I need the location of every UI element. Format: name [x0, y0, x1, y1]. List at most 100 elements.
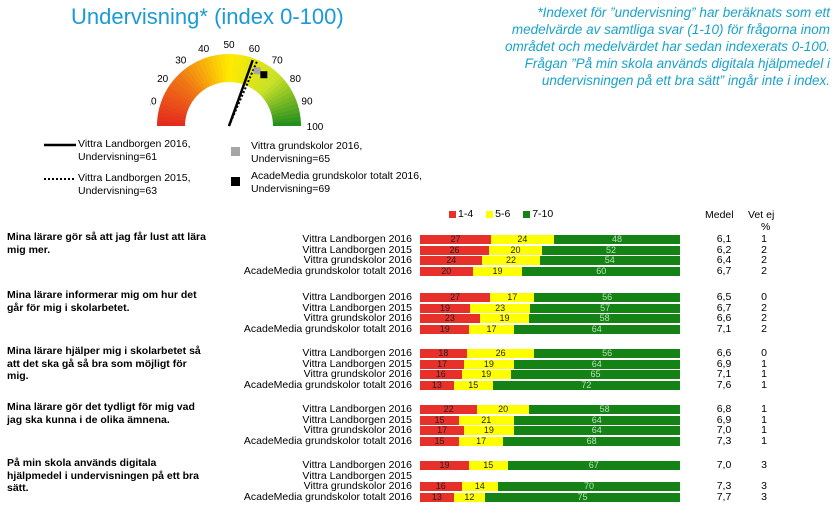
gauge-arc-segment	[224, 54, 230, 83]
medel-value: 7,0	[716, 424, 732, 436]
gauge-arc-segment	[239, 56, 252, 85]
bar-segment-7-10: 60	[522, 266, 680, 276]
medel-value: 7,3	[716, 434, 732, 447]
row-label: Vittra Landborgen 2016	[302, 459, 412, 471]
gauge-arc-segment	[262, 80, 288, 101]
bar-segment-5-6: 26	[466, 349, 535, 358]
medel-value: 6,1	[716, 233, 732, 245]
vetej-pct-header: %	[761, 221, 771, 233]
stacked-bar: 19 23 57	[420, 303, 680, 313]
vetej-value: 3	[761, 459, 767, 471]
solid-line-icon	[44, 143, 76, 147]
legend-5-6: 5-6	[486, 208, 510, 220]
gauge-arc-segment	[234, 54, 243, 83]
bar-segment-1-4: 17	[420, 426, 465, 435]
row-label: Vittra grundskolor 2016	[303, 480, 412, 492]
gauge-tick-label: 90	[301, 97, 313, 108]
legend-7-10: 7-10	[523, 208, 553, 220]
question-text: Mina lärare gör så att jag får lust att …	[7, 231, 206, 256]
gauge-arc-segment	[159, 103, 188, 116]
gauge-arc-segment	[254, 67, 276, 93]
bar-segment-7-10: 75	[485, 492, 680, 502]
gray-square-icon	[231, 147, 240, 156]
gauge-marker-academedia	[260, 71, 268, 79]
bar-segment-5-6: 20	[488, 245, 543, 255]
vetej-value: 3	[761, 490, 767, 503]
gauge-arc-segment	[158, 107, 187, 118]
gauge-arc-segment	[194, 60, 211, 88]
gauge-arc-segment	[183, 67, 204, 93]
gauge-needle-2016	[227, 59, 254, 127]
question-text: På min skola används digitala hjälpmedel…	[7, 457, 199, 494]
stacked-bar: 17 19 64	[420, 426, 680, 435]
medel-value: 6,9	[716, 413, 732, 426]
row-label: Vittra Landborgen 2015	[302, 413, 412, 426]
bar-segment-5-6: 22	[482, 256, 540, 265]
stacked-bar: 16 14 70	[420, 482, 680, 491]
gauge-arc-segment	[250, 62, 268, 89]
bar-segment-5-6: 23	[469, 303, 531, 313]
bar-segment-7-10: 64	[513, 324, 680, 334]
bar-segment-1-4: 17	[420, 359, 465, 369]
gauge-arc-segment	[211, 55, 222, 84]
bar-segment-1-4: 22	[420, 405, 478, 414]
question-text: Mina lärare hjälper mig i skolarbetet så…	[7, 345, 201, 382]
gauge-arc-segment	[237, 55, 248, 84]
row-label: Vittra grundskolor 2016	[303, 424, 412, 436]
bar-segment-1-4: 15	[420, 436, 459, 446]
bar-segment-7-10: 52	[542, 245, 680, 255]
medel-value: 7,1	[716, 368, 732, 380]
gauge-arc-segment	[206, 56, 219, 85]
bar-segment-7-10: 67	[507, 461, 680, 470]
stacked-bar: 18 26 56	[420, 349, 680, 358]
bar-segment-5-6: 19	[461, 370, 511, 379]
gauge-arc-segment	[272, 116, 301, 124]
bar-segment-7-10: 72	[492, 380, 680, 390]
bar-segment-7-10: 57	[530, 303, 680, 313]
bar-segment-7-10: 64	[513, 426, 680, 435]
row-label: Vittra Landborgen 2016	[302, 233, 412, 245]
gauge-tick-label: 20	[157, 74, 169, 85]
stacked-bar: 19 15 67	[420, 461, 680, 470]
vetej-value: 2	[761, 301, 767, 314]
bar-segment-7-10: 56	[534, 349, 680, 358]
stacked-bar: 20 19 60	[420, 266, 680, 276]
yellow-swatch-icon	[486, 210, 494, 218]
stacked-bar: 17 19 64	[420, 359, 680, 369]
gauge-arc-segment	[198, 58, 214, 87]
gauge-arc-segment	[190, 62, 209, 89]
gauge-arc-segment	[163, 90, 191, 108]
vetej-value: 0	[761, 347, 767, 359]
stacked-bar: 19 17 64	[420, 324, 680, 334]
medel-value: 7,6	[716, 378, 732, 391]
bar-segment-1-4: 15	[420, 415, 459, 425]
gauge-arc-segment	[271, 108, 300, 119]
question-text: Mina lärare informerar mig om hur det gå…	[7, 289, 197, 314]
gauge-arc-segment	[269, 99, 298, 113]
gauge-markers	[227, 59, 268, 127]
legend-1-4: 1-4	[449, 208, 473, 220]
row-label: Vittra Landborgen 2015	[302, 469, 412, 482]
gauge-arc-segment	[157, 112, 186, 121]
index-footnote: *Indexet för ”undervisning” har beräknat…	[505, 5, 830, 88]
medel-value: 7,0	[716, 459, 732, 471]
medel-value: 7,7	[716, 490, 732, 503]
stacked-bar: 15 21 64	[420, 415, 680, 425]
bar-segment-7-10: 70	[498, 482, 680, 491]
gauge-arc-segment	[173, 76, 198, 98]
gauge-tick-label: 30	[175, 56, 187, 67]
bar-segment-1-4: 24	[420, 256, 483, 265]
row-label: Vittra grundskolor 2016	[303, 254, 412, 266]
medel-value: 6,6	[716, 312, 732, 324]
vetej-value: 2	[761, 254, 767, 266]
vetej-value: 1	[761, 413, 767, 426]
legend-text: Vittra Landborgen 2015, Undervisning=63	[78, 172, 191, 197]
vetej-value: 3	[761, 480, 767, 492]
bar-segment-1-4: 20	[420, 266, 473, 276]
green-swatch-icon	[523, 210, 531, 218]
stacked-bar: 22 20 58	[420, 405, 680, 414]
medel-value: 7,3	[716, 480, 732, 492]
row-label: AcadeMedia grundskolor totalt 2016	[243, 378, 412, 391]
vetej-value: 1	[761, 233, 767, 245]
gauge-arc-segment	[165, 87, 192, 105]
